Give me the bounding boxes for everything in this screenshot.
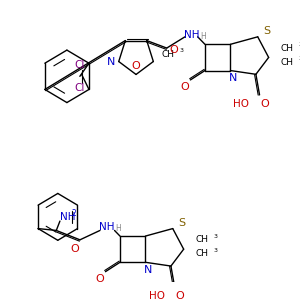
Text: O: O	[176, 291, 184, 300]
Text: 3: 3	[214, 234, 218, 239]
Text: O: O	[261, 99, 269, 109]
Text: 2: 2	[71, 209, 76, 218]
Text: S: S	[178, 218, 185, 228]
Text: N: N	[229, 73, 237, 83]
Text: N: N	[144, 265, 152, 275]
Text: NH: NH	[100, 222, 115, 232]
Text: CH: CH	[280, 44, 293, 52]
Text: H: H	[200, 32, 206, 41]
Text: N: N	[107, 58, 116, 68]
Text: NH: NH	[184, 30, 200, 40]
Text: 3: 3	[298, 56, 300, 61]
Text: Cl: Cl	[75, 60, 85, 70]
Text: CH: CH	[195, 235, 208, 244]
Text: O: O	[96, 274, 104, 284]
Text: O: O	[170, 45, 178, 55]
Text: HO: HO	[149, 291, 166, 300]
Text: CH: CH	[161, 50, 174, 58]
Text: H: H	[115, 224, 121, 233]
Text: CH: CH	[280, 58, 293, 67]
Text: 3: 3	[214, 248, 218, 253]
Text: 3: 3	[298, 42, 300, 47]
Text: Cl: Cl	[75, 82, 85, 93]
Text: O: O	[181, 82, 189, 92]
Text: NH: NH	[60, 212, 75, 222]
Text: O: O	[132, 61, 140, 71]
Text: CH: CH	[195, 249, 208, 258]
Text: S: S	[263, 26, 270, 36]
Text: O: O	[70, 244, 79, 254]
Text: 3: 3	[179, 48, 184, 53]
Text: HO: HO	[232, 99, 249, 109]
